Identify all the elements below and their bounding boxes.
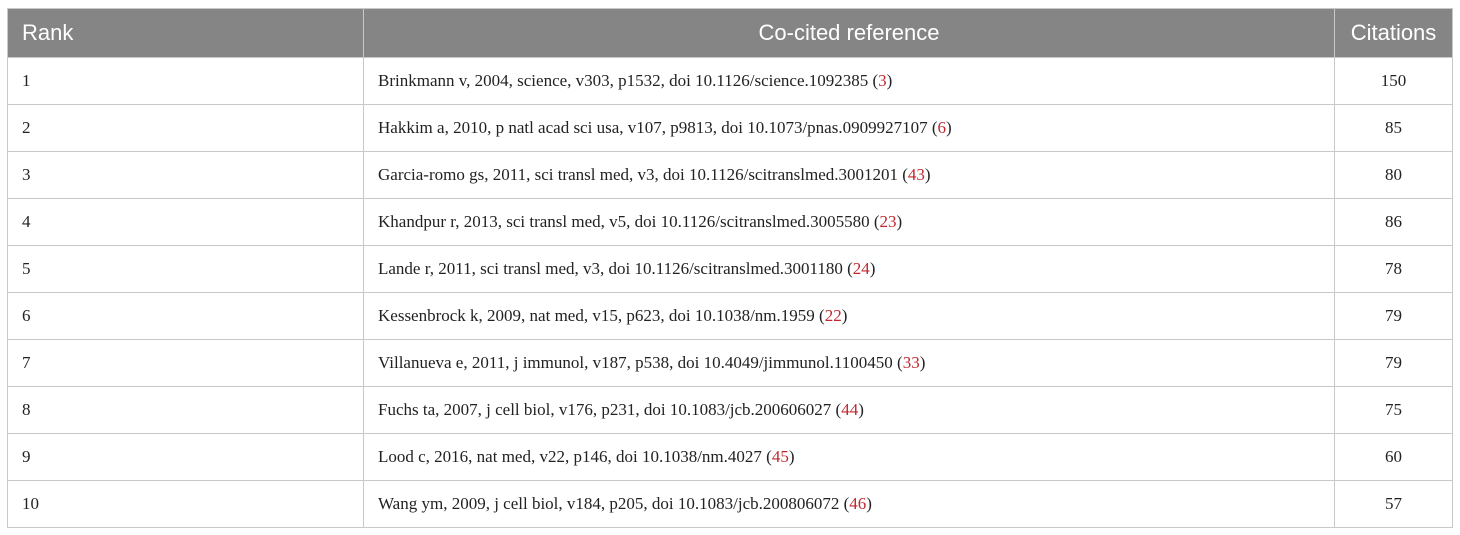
table-row: 8 Fuchs ta, 2007, j cell biol, v176, p231… xyxy=(7,386,1453,434)
rank-cell: 10 xyxy=(7,480,364,528)
reference-link[interactable]: 43 xyxy=(907,165,925,184)
reference-link[interactable]: 22 xyxy=(824,306,842,325)
reference-cell: Hakkim a, 2010, p natl acad sci usa, v10… xyxy=(363,104,1335,152)
reference-end: ) xyxy=(924,165,931,184)
reference-text: Garcia-romo gs, 2011, sci transl med, v3… xyxy=(378,165,908,184)
header-cell: Rank xyxy=(7,8,364,58)
rank-cell: 2 xyxy=(7,104,364,152)
reference-cell: Lande r, 2011, sci transl med, v3, doi 1… xyxy=(363,245,1335,293)
citations-cell: 79 xyxy=(1334,339,1453,387)
table-row: 5 Lande r, 2011, sci transl med, v3, doi … xyxy=(7,245,1453,293)
reference-text: Lood c, 2016, nat med, v22, p146, doi 10… xyxy=(378,447,772,466)
reference-cell: Garcia-romo gs, 2011, sci transl med, v3… xyxy=(363,151,1335,199)
table-row: 6 Kessenbrock k, 2009, nat med, v15, p623… xyxy=(7,292,1453,340)
citations-cell: 86 xyxy=(1334,198,1453,246)
header-cell: Citations xyxy=(1334,8,1453,58)
rank-cell: 4 xyxy=(7,198,364,246)
reference-text: Wang ym, 2009, j cell biol, v184, p205, … xyxy=(378,494,850,513)
header-row: Rank Co-cited reference Citations xyxy=(7,8,1453,58)
rank-cell: 8 xyxy=(7,386,364,434)
reference-end: ) xyxy=(919,353,926,372)
table-row: 10 Wang ym, 2009, j cell biol, v184, p205… xyxy=(7,480,1453,528)
citations-cell: 79 xyxy=(1334,292,1453,340)
reference-cell: Lood c, 2016, nat med, v22, p146, doi 10… xyxy=(363,433,1335,481)
table-row: 7 Villanueva e, 2011, j immunol, v187, p5… xyxy=(7,339,1453,387)
reference-end: ) xyxy=(866,494,872,513)
table-header: Rank Co-cited reference Citations xyxy=(7,8,1453,58)
citations-cell: 75 xyxy=(1334,386,1453,434)
rank-cell: 6 xyxy=(7,292,364,340)
reference-link[interactable]: 6 xyxy=(937,118,947,137)
reference-end: ) xyxy=(946,118,952,137)
reference-cell: Kessenbrock k, 2009, nat med, v15, p623,… xyxy=(363,292,1335,340)
reference-text: Brinkmann v, 2004, science, v303, p1532,… xyxy=(378,71,879,90)
header-cell: Co-cited reference xyxy=(363,8,1335,58)
reference-text: Hakkim a, 2010, p natl acad sci usa, v10… xyxy=(378,118,938,137)
rank-cell: 7 xyxy=(7,339,364,387)
reference-link[interactable]: 24 xyxy=(852,259,870,278)
reference-end: ) xyxy=(858,400,864,419)
rank-cell: 3 xyxy=(7,151,364,199)
rank-cell: 9 xyxy=(7,433,364,481)
table-row: 4 Khandpur r, 2013, sci transl med, v5, d… xyxy=(7,198,1453,246)
citations-cell: 57 xyxy=(1334,480,1453,528)
reference-link[interactable]: 3 xyxy=(878,71,887,90)
table-row: 9 Lood c, 2016, nat med, v22, p146, doi 1… xyxy=(7,433,1453,481)
reference-link[interactable]: 45 xyxy=(771,447,789,466)
reference-link[interactable]: 33 xyxy=(902,353,920,372)
reference-text: Khandpur r, 2013, sci transl med, v5, do… xyxy=(378,212,880,231)
co-cited-table: Rank Co-cited reference Citations 1 Brink… xyxy=(7,8,1453,528)
reference-cell: Khandpur r, 2013, sci transl med, v5, do… xyxy=(363,198,1335,246)
reference-cell: Villanueva e, 2011, j immunol, v187, p53… xyxy=(363,339,1335,387)
table-body: 1 Brinkmann v, 2004, science, v303, p1532… xyxy=(7,57,1453,528)
table-row: 3 Garcia-romo gs, 2011, sci transl med, v… xyxy=(7,151,1453,199)
reference-end: ) xyxy=(869,259,876,278)
table-row: 2 Hakkim a, 2010, p natl acad sci usa, v1… xyxy=(7,104,1453,152)
reference-link[interactable]: 23 xyxy=(879,212,897,231)
citations-cell: 80 xyxy=(1334,151,1453,199)
reference-link[interactable]: 46 xyxy=(849,494,867,513)
table-row: 1 Brinkmann v, 2004, science, v303, p1532… xyxy=(7,57,1453,105)
citations-cell: 150 xyxy=(1334,57,1453,105)
reference-cell: Wang ym, 2009, j cell biol, v184, p205, … xyxy=(363,480,1335,528)
rank-cell: 5 xyxy=(7,245,364,293)
reference-cell: Fuchs ta, 2007, j cell biol, v176, p231,… xyxy=(363,386,1335,434)
rank-cell: 1 xyxy=(7,57,364,105)
reference-text: Fuchs ta, 2007, j cell biol, v176, p231,… xyxy=(378,400,842,419)
citations-cell: 60 xyxy=(1334,433,1453,481)
citations-cell: 78 xyxy=(1334,245,1453,293)
reference-end: ) xyxy=(896,212,903,231)
reference-cell: Brinkmann v, 2004, science, v303, p1532,… xyxy=(363,57,1335,105)
reference-text: Villanueva e, 2011, j immunol, v187, p53… xyxy=(378,353,903,372)
reference-text: Lande r, 2011, sci transl med, v3, doi 1… xyxy=(378,259,853,278)
reference-link[interactable]: 44 xyxy=(841,400,859,419)
reference-end: ) xyxy=(886,71,893,90)
reference-end: ) xyxy=(841,306,848,325)
reference-text: Kessenbrock k, 2009, nat med, v15, p623,… xyxy=(378,306,825,325)
citations-cell: 85 xyxy=(1334,104,1453,152)
reference-end: ) xyxy=(788,447,795,466)
